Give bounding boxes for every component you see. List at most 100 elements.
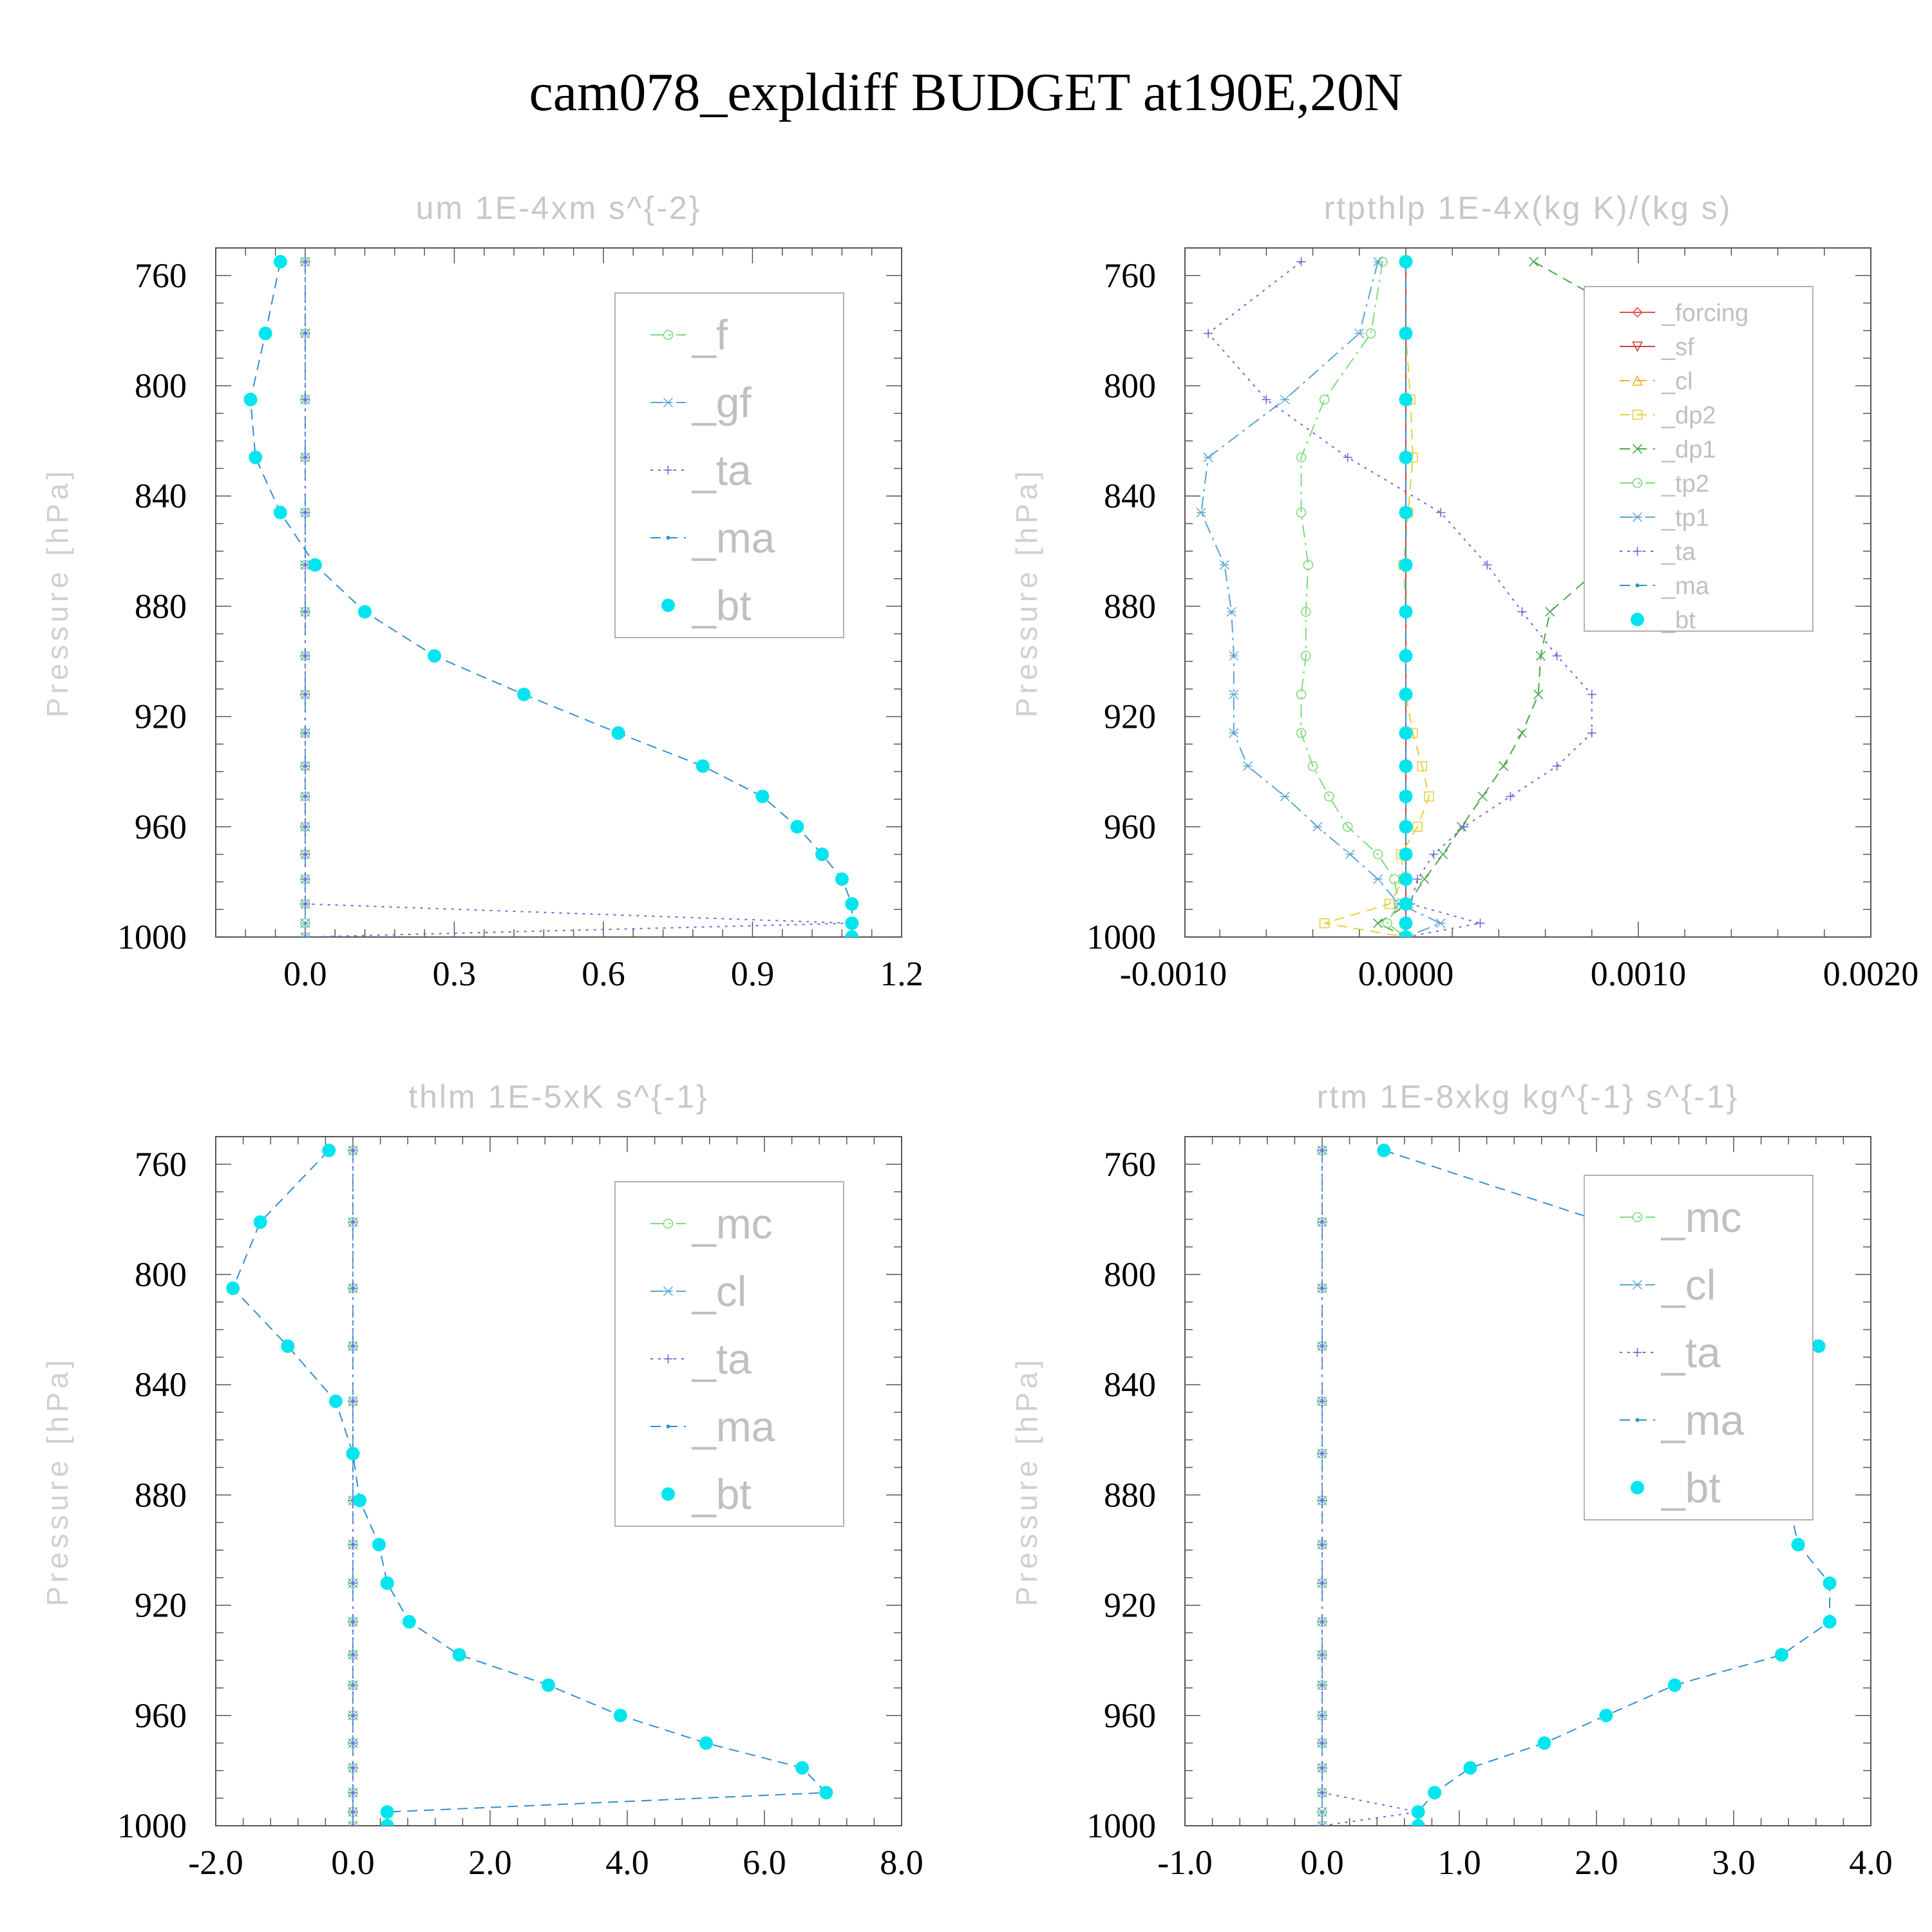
legend: _forcing _sf _cl _dp2 _dp1 _tp2 _tp1 _ta _ma _bt [1584,286,1814,634]
data-point-ta [300,690,310,699]
data-point-dp1 [1535,650,1546,661]
legend-label: _forcing [1661,299,1748,327]
y-tick-label: 760 [1104,1145,1156,1184]
data-point-tp2 [1319,394,1330,405]
legend-marker [1632,444,1643,454]
data-point-ta [300,607,310,616]
legend-marker [1635,583,1640,587]
data-point-ta [300,875,310,884]
data-point-bt [755,790,770,804]
data-point-ta [300,822,310,831]
data-point-tp1 [1280,791,1290,802]
data-point-bt [1399,897,1413,911]
data-point-ta [1587,728,1596,738]
y-tick-label: 960 [1104,1696,1156,1735]
data-point-bt [1399,726,1413,740]
data-point-tp1 [1435,918,1446,929]
y-tick-label: 840 [1104,1365,1156,1404]
data-point-ta [348,1788,357,1797]
data-point-ta [300,395,310,404]
data-point-ta [300,328,310,338]
data-point-ta [1343,453,1352,462]
data-point-tp1 [1226,607,1236,617]
data-point-ta [348,1540,357,1549]
data-point-tp2 [1296,689,1307,700]
legend: _mc _cl _ta _ma _bt [1584,1175,1814,1520]
data-point-tp1 [1229,728,1239,738]
data-point-ta [300,933,310,937]
legend-marker [1631,1481,1644,1495]
data-point-dp1 [1419,874,1430,884]
data-point-ta [1318,1578,1327,1588]
legend-label: _gf [692,379,752,426]
x-tick-label: 0.0020 [1823,954,1919,993]
panel-title: rtm 1E-8xkg kg^{-1} s^{-1} [1317,1079,1739,1115]
data-point-bt [1399,254,1413,269]
data-point-ta [1318,1763,1327,1773]
data-point-ta [348,1617,357,1627]
y-tick-label: 1000 [1086,1806,1156,1845]
x-tick-label: 0.3 [433,954,477,993]
data-point-bt [328,1394,343,1408]
data-point-bt [380,1805,394,1819]
data-point-bt [1812,1339,1826,1353]
data-point-cl [348,1821,358,1826]
legend-marker [1633,512,1642,522]
x-tick-label: -0.0010 [1120,954,1227,993]
panel-4: rtm 1E-8xkg kg^{-1} s^{-1} Pressure [hPa]… [1010,1079,1893,1882]
data-point-tp2 [1296,452,1307,463]
data-point-ta [348,1217,357,1227]
y-tick-label: 800 [1104,1255,1156,1294]
data-point-ta [348,1738,357,1748]
data-point-ta [348,1763,357,1773]
legend-marker [663,1286,673,1296]
data-point-bt [1399,392,1413,406]
x-tick-label: 2.0 [1575,1843,1618,1882]
legend-label: _sf [1661,334,1694,361]
data-point-bt [1411,1805,1425,1819]
series-line-tp2 [1300,261,1406,937]
data-point-tp2 [1324,791,1334,802]
data-point-bt [1399,848,1413,862]
data-point-bt [253,1215,267,1229]
data-point-ta [1318,1650,1327,1660]
data-point-ta [1296,257,1306,267]
data-point-bt [1399,558,1413,572]
legend-marker [1632,341,1643,352]
data-point-ta [300,761,310,771]
x-tick-label: 1.2 [880,954,923,993]
data-point-ta [1482,560,1492,570]
data-point-bt [815,848,829,862]
data-point-bt [346,1446,360,1461]
data-point-gf [300,932,310,937]
x-tick-label: 4.0 [605,1843,649,1882]
data-point-ta [1459,822,1469,831]
legend-marker [1635,1418,1640,1422]
data-point-ta [300,791,310,801]
data-point-bt [1399,506,1413,520]
data-point-bt [611,726,625,740]
panel-1: um 1E-4xm s^{-2} Pressure [hPa] 760 800 840 8… [41,190,923,993]
data-point-bt [1399,930,1413,937]
data-point-bt [428,649,442,663]
legend-marker [1632,410,1643,420]
data-point-bt [516,687,531,701]
data-point-bt [1791,1537,1805,1551]
data-point-bt [1399,872,1413,886]
y-tick-label: 840 [1104,477,1156,515]
x-tick-label: 0.9 [731,954,775,993]
y-tick-label: 1000 [117,1806,187,1845]
legend-marker [663,1354,673,1363]
series-line-ta [304,261,852,937]
data-point-bt [699,1736,713,1750]
data-point-tp2 [1389,874,1399,884]
page-title: cam078_expldiff BUDGET at190E,20N [529,62,1403,122]
data-point-ta [348,1283,357,1293]
y-tick-label: 880 [1104,587,1156,625]
y-tick-label: 840 [135,477,187,515]
legend-marker [1632,375,1643,386]
y-tick-label: 960 [1104,808,1156,846]
y-tick-label: 760 [1104,256,1156,295]
data-point-dp1 [1477,791,1488,802]
